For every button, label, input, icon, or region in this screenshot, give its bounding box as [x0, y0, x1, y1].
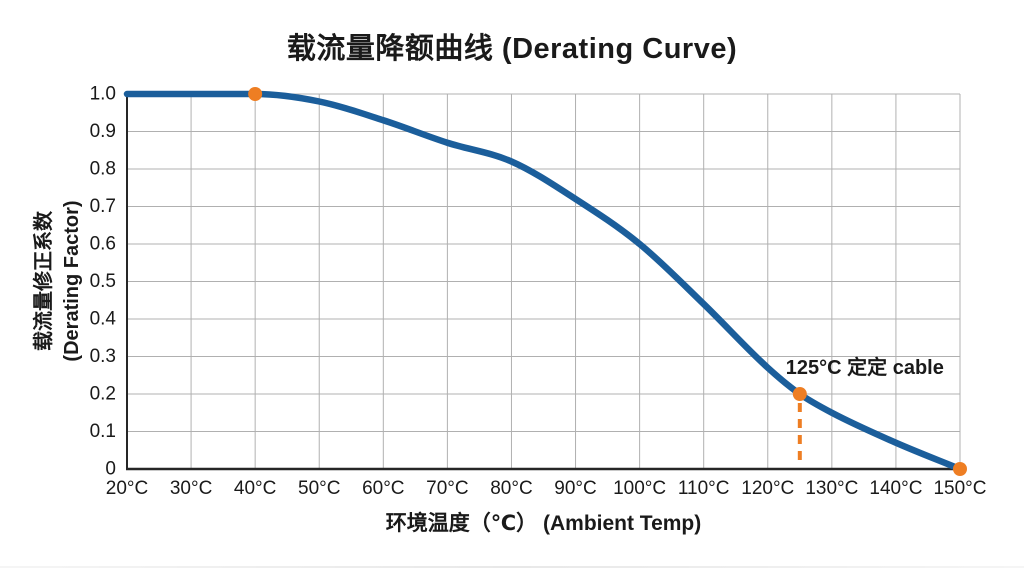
y-tick-label: 1.0	[90, 84, 116, 105]
x-axis-label: 环境温度（℃） (Ambient Temp)	[385, 512, 702, 535]
x-tick-label: 40°C	[234, 478, 276, 499]
y-tick-label: 0.2	[90, 384, 116, 405]
x-tick-label: 90°C	[554, 478, 596, 499]
x-tick-label: 120°C	[741, 478, 794, 499]
derating-curve-line	[123, 90, 964, 473]
x-tick-label: 150°C	[933, 478, 986, 499]
chart-title: 载流量降额曲线 (Derating Curve)	[286, 33, 738, 65]
y-tick-label: 0.8	[90, 159, 116, 180]
x-tick-label: 50°C	[298, 478, 340, 499]
y-tick-label: 0.9	[90, 121, 116, 142]
y-tick-label: 0	[105, 459, 116, 480]
y-tick-label: 0.6	[90, 234, 116, 255]
y-axis-label: 载流量修正系数 (Derating Factor)	[30, 200, 86, 361]
x-tick-label: 70°C	[426, 478, 468, 499]
x-tick-label: 110°C	[678, 478, 730, 499]
y-tick-label: 0.7	[90, 196, 116, 217]
y-axis-label-line2: (Derating Factor)	[61, 200, 83, 362]
data-point-marker	[953, 462, 967, 476]
x-tick-label: 20°C	[106, 478, 148, 499]
x-tick-label: 60°C	[362, 478, 404, 499]
data-point-marker	[792, 387, 807, 401]
y-tick-label: 0.1	[90, 421, 116, 442]
y-axis-label-line1: 载流量修正系数	[33, 211, 55, 351]
annotation-125c-label: 125°C 定定 cable	[785, 357, 944, 379]
data-point-marker	[248, 87, 263, 101]
x-tick-label: 80°C	[490, 478, 532, 499]
x-tick-label: 100°C	[613, 478, 666, 499]
y-tick-label: 0.3	[90, 346, 116, 367]
y-tick-label: 0.4	[90, 309, 117, 330]
x-tick-label: 130°C	[805, 478, 858, 499]
y-tick-label: 0.5	[90, 271, 116, 292]
bottom-artifact-strip	[0, 566, 1024, 568]
x-tick-label: 140°C	[869, 478, 922, 499]
x-tick-label: 30°C	[170, 478, 212, 499]
